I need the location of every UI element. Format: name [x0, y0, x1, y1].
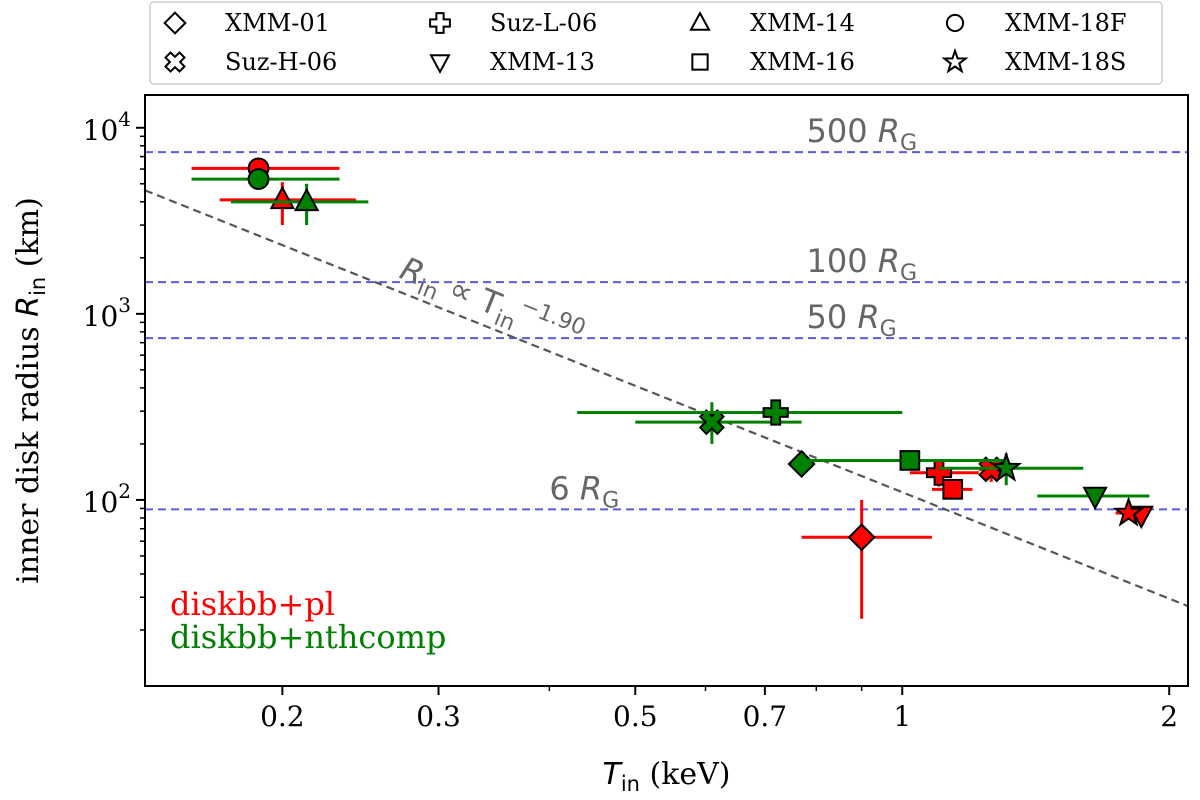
legend-entry-XMM-13: XMM-13	[429, 48, 595, 76]
y-tick-label-2: 104	[83, 107, 131, 147]
y-tick-label-1: 103	[83, 293, 131, 333]
point-diskbb+nthcomp-Suz-H-06	[698, 408, 725, 436]
legend: XMM-01 Suz-H-06 Suz-L-06 XMM-13 XMM-14 XMM-16…	[149, 1, 1163, 85]
fit-line	[145, 189, 1188, 608]
x-axis-label: Tin (keV)	[602, 757, 730, 796]
point-diskbb+pl-XMM-18S	[1112, 496, 1145, 527]
point-diskbb+pl-XMM-16	[942, 478, 964, 500]
legend-marker-triangle-up	[689, 10, 711, 31]
y-axis-label: inner disk radius Rin (km)	[11, 197, 50, 584]
legend-entry-Suz-H-06: Suz-H-06	[164, 48, 337, 76]
legend-label: XMM-18F	[1005, 9, 1127, 37]
legend-entry-XMM-18S: XMM-18S	[941, 47, 1126, 76]
legend-marker-triangle-down	[429, 54, 451, 75]
x-tick-label-5: 2	[1160, 700, 1178, 733]
legend-marker-diamond	[163, 11, 187, 35]
legend-label: XMM-01	[225, 9, 330, 37]
legend-marker-circle	[945, 13, 965, 33]
legend-entry-Suz-L-06: Suz-L-06	[429, 9, 597, 37]
legend-marker-square	[691, 53, 709, 71]
x-tick-label-0: 0.2	[260, 700, 305, 733]
point-diskbb+pl-XMM-01	[847, 523, 876, 552]
point-diskbb+nthcomp-XMM-18F	[247, 168, 270, 190]
legend-marker-x	[164, 51, 186, 73]
axes-frame	[144, 94, 1189, 687]
reference-label-0: 500 RG	[807, 112, 918, 156]
point-diskbb+nthcomp-Suz-L-06	[762, 399, 789, 426]
method-label-1: diskbb+nthcomp	[170, 618, 446, 656]
legend-label: XMM-14	[750, 9, 855, 37]
data-points	[191, 157, 1154, 619]
x-tick-label-3: 0.7	[743, 700, 788, 733]
x-tick-label-4: 1	[893, 700, 911, 733]
x-tick-label-1: 0.3	[416, 700, 461, 733]
legend-label: Suz-H-06	[225, 48, 337, 76]
reference-label-3: 6 RG	[549, 469, 619, 513]
legend-label: XMM-13	[490, 48, 595, 76]
legend-marker-star	[941, 47, 969, 74]
series-diskbb+nthcomp	[191, 168, 1150, 511]
legend-entry-XMM-14: XMM-14	[689, 9, 855, 37]
legend-entry-XMM-18F: XMM-18F	[945, 9, 1127, 37]
x-tick-label-2: 0.5	[613, 700, 658, 733]
legend-box	[149, 1, 1163, 85]
legend-label: XMM-18S	[1005, 48, 1126, 76]
y-tick-label-0: 102	[83, 479, 131, 519]
legend-label: Suz-L-06	[490, 9, 597, 37]
legend-entry-XMM-16: XMM-16	[691, 48, 855, 76]
point-diskbb+nthcomp-XMM-13	[1082, 486, 1108, 511]
legend-entry-XMM-01: XMM-01	[163, 9, 330, 37]
legend-label: XMM-16	[750, 48, 855, 76]
point-diskbb+nthcomp-XMM-14	[293, 187, 320, 212]
reference-label-1: 100 RG	[807, 242, 918, 286]
method-label-0: diskbb+pl	[170, 585, 335, 623]
point-diskbb+nthcomp-XMM-18S	[990, 451, 1023, 482]
point-diskbb+nthcomp-XMM-16	[899, 450, 921, 471]
reference-label-2: 50 RG	[807, 298, 897, 342]
legend-marker-plus	[429, 12, 451, 34]
